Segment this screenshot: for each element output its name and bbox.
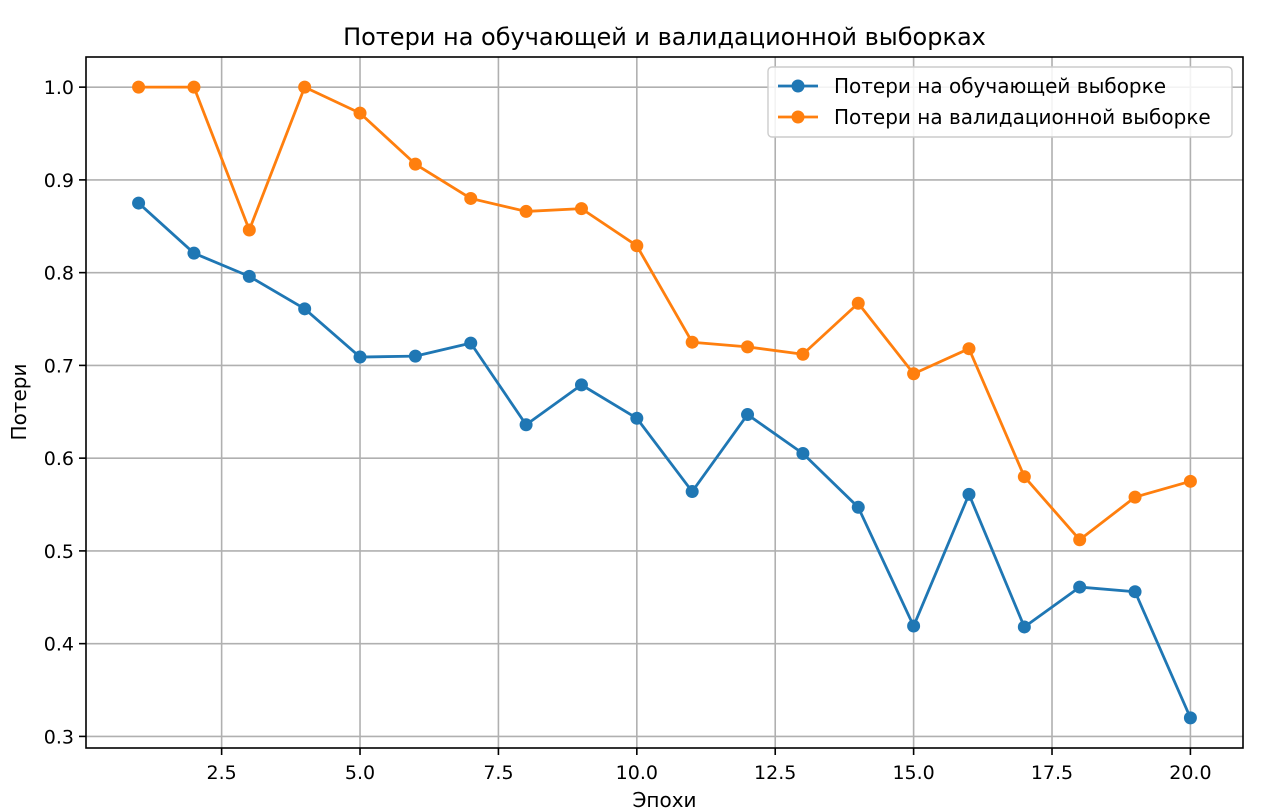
- data-point: [685, 335, 699, 349]
- data-point: [1183, 711, 1197, 725]
- data-point: [685, 485, 699, 499]
- y-tick-label: 0.9: [44, 170, 74, 192]
- data-point: [1017, 620, 1031, 634]
- data-point: [408, 157, 422, 171]
- data-point: [574, 202, 588, 216]
- data-point: [962, 487, 976, 501]
- data-point: [1183, 474, 1197, 488]
- x-tick-label: 2.5: [207, 762, 237, 784]
- y-tick-label: 0.5: [44, 541, 74, 563]
- y-tick-label: 0.3: [44, 726, 74, 748]
- series-group: [132, 80, 1197, 725]
- legend-marker: [791, 79, 805, 93]
- x-tick-label: 7.5: [483, 762, 513, 784]
- data-point: [519, 418, 533, 432]
- y-tick-label: 0.4: [44, 634, 74, 656]
- chart-title: Потери на обучающей и валидационной выбо…: [343, 23, 986, 51]
- legend-label: Потери на обучающей выборке: [834, 74, 1166, 98]
- x-tick-label: 17.5: [1031, 762, 1073, 784]
- series-line: [137, 202, 1192, 719]
- x-tick-label: 5.0: [345, 762, 375, 784]
- data-point: [464, 191, 478, 205]
- series-1: [132, 196, 1197, 725]
- data-point: [1017, 470, 1031, 484]
- y-axis-label: Потери: [7, 364, 31, 441]
- plot-frame: [85, 56, 1244, 749]
- data-point: [851, 296, 865, 310]
- x-axis-label: Эпохи: [632, 788, 696, 810]
- data-point: [796, 347, 810, 361]
- data-point: [741, 340, 755, 354]
- axis-ticks: 2.5 5.0 7.5 10.0 12.5 15.0 17.5 20.0 0.3 0.4 0.5 0.…: [44, 77, 1212, 784]
- data-point: [796, 447, 810, 461]
- gridlines: [86, 57, 1243, 748]
- data-point: [630, 239, 644, 253]
- data-point: [353, 106, 367, 120]
- x-tick-label: 12.5: [754, 762, 796, 784]
- data-point: [353, 350, 367, 364]
- data-point: [187, 80, 201, 94]
- data-point: [242, 269, 256, 283]
- series-2: [132, 80, 1197, 547]
- data-point: [630, 411, 644, 425]
- series-line: [138, 85, 1191, 542]
- y-tick-label: 0.6: [44, 448, 74, 470]
- data-point: [132, 80, 146, 94]
- data-point: [187, 246, 201, 260]
- data-point: [1128, 585, 1142, 599]
- legend-label: Потери на валидационной выборке: [834, 105, 1211, 129]
- legend-box: [767, 66, 1233, 138]
- data-point: [519, 204, 533, 218]
- legend-marker: [791, 110, 805, 124]
- data-point: [1128, 490, 1142, 504]
- data-point: [1073, 533, 1087, 547]
- data-point: [298, 302, 312, 316]
- y-tick-label: 0.7: [44, 355, 74, 377]
- data-point: [907, 619, 921, 633]
- y-tick-label: 1.0: [44, 77, 74, 99]
- data-point: [574, 378, 588, 392]
- data-point: [464, 336, 478, 350]
- x-tick-label: 20.0: [1169, 762, 1211, 784]
- data-point: [242, 223, 256, 237]
- x-tick-label: 10.0: [616, 762, 658, 784]
- data-point: [907, 367, 921, 381]
- data-point: [1073, 580, 1087, 594]
- data-point: [741, 408, 755, 422]
- y-tick-label: 0.8: [44, 263, 74, 285]
- legend: Потери на обучающей выборке Потери на вал…: [767, 66, 1233, 138]
- data-point: [851, 500, 865, 514]
- data-point: [132, 196, 146, 210]
- data-point: [962, 342, 976, 356]
- data-point: [298, 80, 312, 94]
- x-tick-label: 15.0: [892, 762, 934, 784]
- data-point: [408, 349, 422, 363]
